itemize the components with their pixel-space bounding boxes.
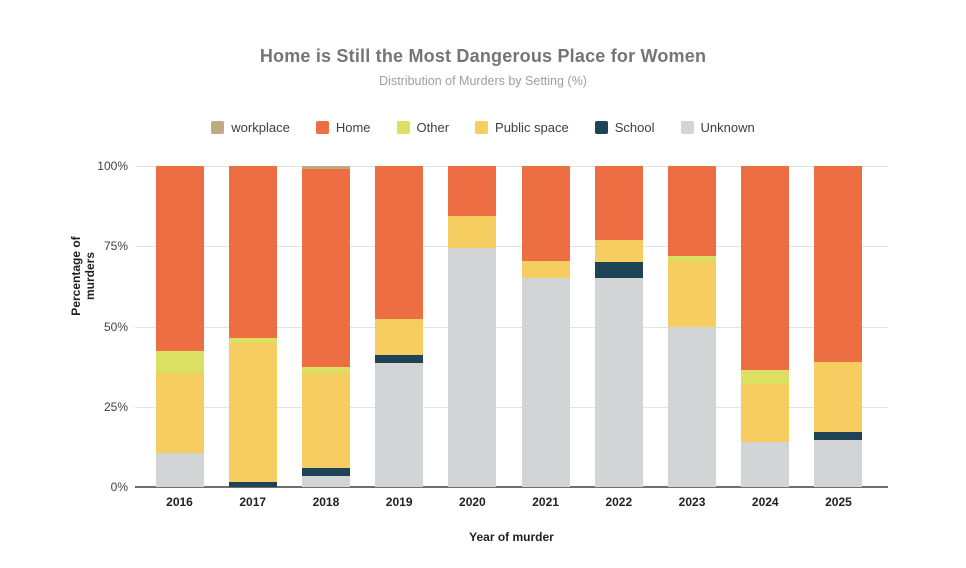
bar-segment-2018-unknown[interactable] xyxy=(301,475,350,487)
bar-segment-2023-other[interactable] xyxy=(668,255,717,261)
bar-segment-2023-public-space[interactable] xyxy=(668,260,717,327)
legend-swatch-icon xyxy=(475,120,489,134)
legend-swatch-icon xyxy=(211,120,225,134)
legend-item-unknown[interactable]: Unknown xyxy=(680,119,755,135)
bar-segment-2025-school[interactable] xyxy=(814,432,863,441)
legend-label: Home xyxy=(335,119,371,135)
gridline-100 xyxy=(135,166,888,167)
legend-item-school[interactable]: School xyxy=(594,119,655,135)
bar-2024 xyxy=(741,166,790,487)
y-tick-label-75: 75% xyxy=(103,239,128,254)
bar-segment-2022-school[interactable] xyxy=(594,262,643,279)
bar-2023 xyxy=(668,166,717,487)
legend-swatch-icon xyxy=(594,120,608,134)
bar-segment-2020-unknown[interactable] xyxy=(448,247,497,487)
bar-segment-2025-unknown[interactable] xyxy=(814,440,863,487)
x-tick-label-2019: 2019 xyxy=(385,495,413,509)
legend-swatch-icon xyxy=(315,120,329,134)
bar-segment-2022-unknown[interactable] xyxy=(594,278,643,487)
bar-segment-2023-unknown[interactable] xyxy=(668,326,717,487)
bar-segment-2024-home[interactable] xyxy=(741,166,790,370)
bar-segment-2020-home[interactable] xyxy=(448,166,497,216)
bar-segment-2017-school[interactable] xyxy=(228,482,277,487)
x-tick-label-2021: 2021 xyxy=(532,495,559,509)
legend-label: Public space xyxy=(495,119,569,135)
bar-segment-2022-public-space[interactable] xyxy=(594,239,643,263)
bar-segment-2024-public-space[interactable] xyxy=(741,384,790,443)
legend-swatch-icon xyxy=(680,120,694,134)
bar-2025 xyxy=(814,166,863,487)
x-axis-title: Year of murder xyxy=(469,530,554,544)
x-tick-label-2023: 2023 xyxy=(678,495,706,509)
bar-2021 xyxy=(521,166,570,487)
legend-item-public-space[interactable]: Public space xyxy=(475,120,569,135)
y-tick-label-25: 25% xyxy=(103,399,128,414)
chart-title: Home is Still the Most Dangerous Place f… xyxy=(259,46,707,66)
x-tick-label-2024: 2024 xyxy=(751,495,779,509)
bar-segment-2019-school[interactable] xyxy=(375,355,424,364)
bar-segment-2016-other[interactable] xyxy=(155,350,204,374)
x-tick-label-2020: 2020 xyxy=(459,495,486,509)
gridline-25 xyxy=(135,406,888,408)
bar-2020 xyxy=(448,166,497,487)
legend: workplace Home Other Public space School Unkn… xyxy=(0,116,966,138)
bar-segment-2017-other[interactable] xyxy=(228,337,277,343)
legend-label: Unknown xyxy=(700,119,755,135)
legend-label: School xyxy=(614,119,655,135)
gridline-75 xyxy=(135,246,888,248)
legend-label: Other xyxy=(416,119,450,135)
bar-segment-2023-home[interactable] xyxy=(668,166,717,256)
bar-segment-2018-workplace[interactable] xyxy=(301,166,350,170)
bar-segment-2025-public-space[interactable] xyxy=(814,361,863,433)
bar-segment-2019-home[interactable] xyxy=(375,166,424,319)
y-tick-label-0: 0% xyxy=(110,480,128,494)
bar-segment-2018-school[interactable] xyxy=(301,467,350,476)
x-tick-label-2017: 2017 xyxy=(239,495,267,509)
y-tick-label-50: 50% xyxy=(103,319,128,334)
chart-subtitle: Distribution of Murders by Setting (%) xyxy=(379,74,587,88)
bar-segment-2017-home[interactable] xyxy=(228,166,277,338)
x-axis-line xyxy=(135,486,888,488)
bar-segment-2019-public-space[interactable] xyxy=(375,318,424,356)
bar-segment-2018-public-space[interactable] xyxy=(301,373,350,468)
x-tick-label-2018: 2018 xyxy=(312,495,340,509)
legend-swatch-icon xyxy=(396,120,410,134)
y-tick-label-100: 100% xyxy=(97,159,128,173)
legend-item-home[interactable]: Home xyxy=(315,119,371,135)
bar-segment-2017-public-space[interactable] xyxy=(228,342,277,483)
bar-segment-2024-unknown[interactable] xyxy=(741,442,790,487)
legend-item-other[interactable]: Other xyxy=(396,119,450,135)
bar-segment-2025-home[interactable] xyxy=(814,166,863,362)
bar-segment-2024-other[interactable] xyxy=(741,369,790,385)
bar-segment-2021-unknown[interactable] xyxy=(521,278,570,487)
bar-segment-2018-other[interactable] xyxy=(301,366,350,374)
bar-segment-2021-home[interactable] xyxy=(521,166,570,261)
x-tick-label-2025: 2025 xyxy=(825,495,852,509)
bar-segment-2016-public-space[interactable] xyxy=(155,373,204,454)
gridline-50 xyxy=(135,326,888,328)
legend-label: workplace xyxy=(231,119,290,135)
bar-segment-2016-unknown[interactable] xyxy=(155,453,204,487)
x-tick-label-2016: 2016 xyxy=(166,495,193,509)
bar-segment-2021-public-space[interactable] xyxy=(521,260,570,279)
bar-2016 xyxy=(155,166,204,487)
bar-segment-2020-public-space[interactable] xyxy=(448,215,497,248)
bar-segment-2022-home[interactable] xyxy=(594,166,643,240)
plot-area xyxy=(135,166,888,488)
bar-segment-2019-unknown[interactable] xyxy=(375,363,424,487)
bar-2022 xyxy=(594,166,643,487)
bar-segment-2016-home[interactable] xyxy=(155,166,204,351)
bar-2017 xyxy=(228,166,277,487)
x-tick-label-2022: 2022 xyxy=(605,495,633,509)
bar-2019 xyxy=(375,166,424,487)
bar-2018 xyxy=(301,166,350,487)
legend-item-workplace[interactable]: workplace xyxy=(211,120,290,135)
bar-segment-2018-home[interactable] xyxy=(301,169,350,367)
